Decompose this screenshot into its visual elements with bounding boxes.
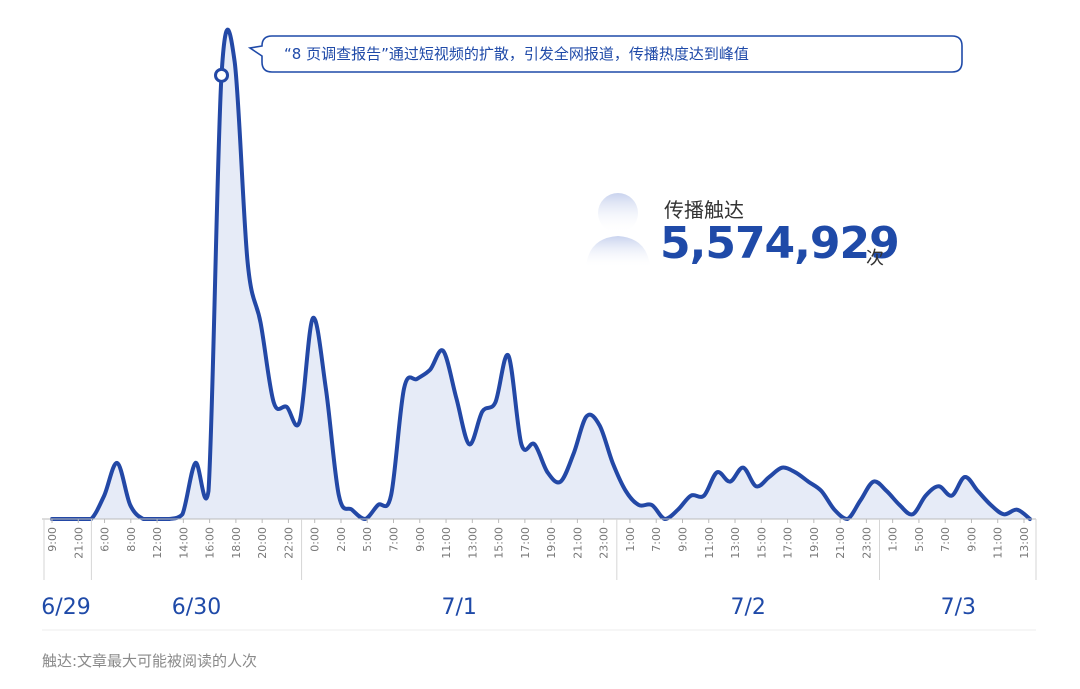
reach-unit: 次 xyxy=(866,248,884,269)
date-label: 7/1 xyxy=(441,595,476,620)
series-line xyxy=(50,27,1032,521)
footnote: 触达:文章最大可能被阅读的人次 xyxy=(42,652,258,670)
peak-callout: “8 页调查报告”通过短视频的扩散，引发全网报道，传播热度达到峰值 xyxy=(247,35,963,73)
reach-value: 5,574,929 xyxy=(660,218,900,269)
peak-point xyxy=(214,67,230,83)
area-layer xyxy=(50,27,1032,521)
x-tick-label: 8:00 xyxy=(125,527,138,552)
x-tick-label: 13:00 xyxy=(466,527,479,559)
x-tick-label: 17:00 xyxy=(519,527,532,559)
x-tick-label: 22:00 xyxy=(282,527,295,559)
reach-label: 传播触达 xyxy=(664,198,744,222)
date-label: 6/29 xyxy=(41,595,90,620)
x-tick-label: 0:00 xyxy=(309,527,322,552)
x-tick-label: 19:00 xyxy=(808,527,821,559)
x-tick-label: 21:00 xyxy=(834,527,847,559)
x-tick-label: 13:00 xyxy=(1018,527,1031,559)
x-tick-label: 15:00 xyxy=(493,527,506,559)
x-tick-label: 1:00 xyxy=(624,527,637,552)
x-tick-label: 11:00 xyxy=(440,527,453,559)
x-tick-label: 9:00 xyxy=(965,527,978,552)
date-labels: 6/29 6/30 7/1 7/2 7/3 xyxy=(41,519,1037,631)
callout-text: “8 页调查报告”通过短视频的扩散，引发全网报道，传播热度达到峰值 xyxy=(284,45,749,63)
x-tick-label: 21:00 xyxy=(571,527,584,559)
x-tick-label: 20:00 xyxy=(256,527,269,559)
x-tick-label: 13:00 xyxy=(729,527,742,559)
x-tick-label: 12:00 xyxy=(151,527,164,559)
x-tick-label: 7:00 xyxy=(388,527,401,552)
x-tick-label: 2:00 xyxy=(335,527,348,552)
x-tick-label: 14:00 xyxy=(177,527,190,559)
user-avatar-icon xyxy=(586,193,650,268)
x-tick-label: 15:00 xyxy=(755,527,768,559)
date-label: 7/2 xyxy=(730,595,765,620)
x-tick-label: 6:00 xyxy=(99,527,112,552)
x-tick-label: 23:00 xyxy=(860,527,873,559)
x-tick-label: 19:00 xyxy=(545,527,558,559)
callout-box xyxy=(247,35,963,73)
date-label: 6/30 xyxy=(172,595,221,620)
x-tick-labels: 9:00 21:00 6:00 8:00 12:00 14:00 16:00 18:00 20:… xyxy=(46,519,1031,559)
x-tick-label: 17:00 xyxy=(782,527,795,559)
x-tick-label: 23:00 xyxy=(598,527,611,559)
x-tick-label: 7:00 xyxy=(939,527,952,552)
x-tick-label: 9:00 xyxy=(676,527,689,552)
x-tick-label: 5:00 xyxy=(913,527,926,552)
x-tick-label: 9:00 xyxy=(46,527,59,552)
x-tick-label: 7:00 xyxy=(650,527,663,552)
series-area-fill xyxy=(52,29,1030,520)
x-tick-label: 21:00 xyxy=(72,527,85,559)
x-tick-label: 16:00 xyxy=(204,527,217,559)
x-tick-label: 11:00 xyxy=(703,527,716,559)
date-label: 7/3 xyxy=(941,595,976,620)
x-tick-label: 11:00 xyxy=(992,527,1005,559)
x-tick-label: 5:00 xyxy=(361,527,374,552)
x-tick-label: 18:00 xyxy=(230,527,243,559)
x-tick-label: 9:00 xyxy=(414,527,427,552)
x-tick-label: 1:00 xyxy=(887,527,900,552)
